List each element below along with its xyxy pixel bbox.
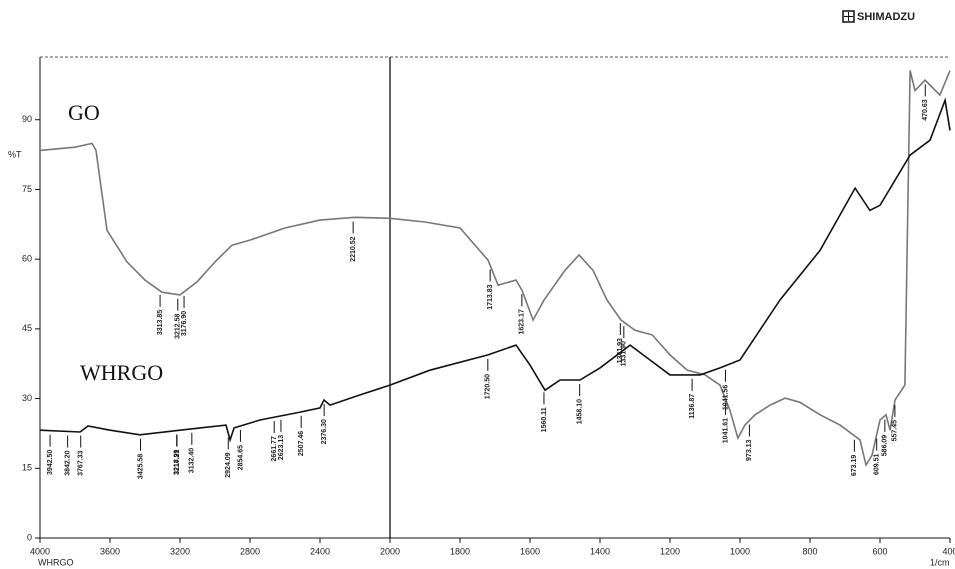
peak-label: 470.63 xyxy=(922,99,929,121)
x-tick-label: 800 xyxy=(802,546,817,556)
y-tick-label: 75 xyxy=(22,184,32,194)
legend-label: GO xyxy=(68,100,100,125)
peak-label: 586.09 xyxy=(882,435,889,457)
series-line xyxy=(39,70,951,468)
x-tick-label: 2400 xyxy=(310,546,330,556)
peak-label: 1341.93 xyxy=(617,338,624,363)
x-tick-label: 1400 xyxy=(590,546,610,556)
legend-label: WHRGO xyxy=(80,360,163,385)
x-tick-label: 2800 xyxy=(240,546,260,556)
peak-label: 1560.11 xyxy=(541,407,548,432)
peak-label: 1136.87 xyxy=(689,394,696,419)
peak-label: 3212.58 xyxy=(175,314,182,339)
y-tick-label: 30 xyxy=(22,393,32,403)
peak-label: 3217.21 xyxy=(174,449,181,474)
x-tick-label: 400 xyxy=(942,546,955,556)
peak-label: 1623.17 xyxy=(519,309,526,334)
peak-label: 3842.20 xyxy=(64,450,71,475)
peak-label: 673.19 xyxy=(851,455,858,477)
peak-label: 557.45 xyxy=(892,420,899,442)
peak-label: 3313.85 xyxy=(157,310,164,335)
peak-label: 2210.52 xyxy=(350,236,357,261)
y-tick-label: 60 xyxy=(22,254,32,264)
peak-label: 2854.65 xyxy=(237,445,244,470)
brand-icon xyxy=(842,10,855,23)
x-tick-label: 1000 xyxy=(730,546,750,556)
x-tick-label: 1600 xyxy=(520,546,540,556)
series-line xyxy=(39,97,951,443)
x-tick-label: 600 xyxy=(872,546,887,556)
x-tick-label: 3600 xyxy=(100,546,120,556)
y-tick-label: 45 xyxy=(22,323,32,333)
peak-label: 1713.83 xyxy=(487,284,494,309)
peak-label: 2507.46 xyxy=(298,431,305,456)
x-tick-label: 1800 xyxy=(450,546,470,556)
x-tick-label: 2000 xyxy=(380,546,400,556)
y-axis-label: %T xyxy=(8,149,22,159)
peak-label: 2924.09 xyxy=(225,452,232,477)
peak-label: 3176.90 xyxy=(181,311,188,336)
peak-label: 2376.30 xyxy=(321,419,328,444)
peak-label: 1041.56 xyxy=(722,385,729,410)
peak-label: 1720.50 xyxy=(485,374,492,399)
peak-label: 2661.77 xyxy=(271,436,278,461)
y-tick-label: 90 xyxy=(22,114,32,124)
x-tick-label: 4000 xyxy=(30,546,50,556)
peak-label: 3218.99 xyxy=(174,449,181,474)
peak-label: 609.51 xyxy=(874,453,881,475)
peak-label: 3425.58 xyxy=(137,454,144,479)
y-tick-label: 15 xyxy=(22,463,32,473)
x-tick-label: 3200 xyxy=(170,546,190,556)
peak-label: 2623.13 xyxy=(278,435,285,460)
peak-label: 1458.10 xyxy=(577,399,584,424)
y-tick-label: 0 xyxy=(27,532,32,542)
peak-label: 3132.40 xyxy=(189,448,196,473)
peak-label: 3767.33 xyxy=(78,450,85,475)
peak-label: 1041.61 xyxy=(722,418,729,443)
footer-label: WHRGO xyxy=(38,557,74,567)
x-tick-label: 1200 xyxy=(660,546,680,556)
peak-label: 973.13 xyxy=(746,439,753,461)
peak-label: 3942.50 xyxy=(47,450,54,475)
peak-label: 1331.90 xyxy=(621,341,628,366)
x-axis-label: 1/cm xyxy=(930,557,950,567)
brand: SHIMADZU xyxy=(857,11,915,23)
